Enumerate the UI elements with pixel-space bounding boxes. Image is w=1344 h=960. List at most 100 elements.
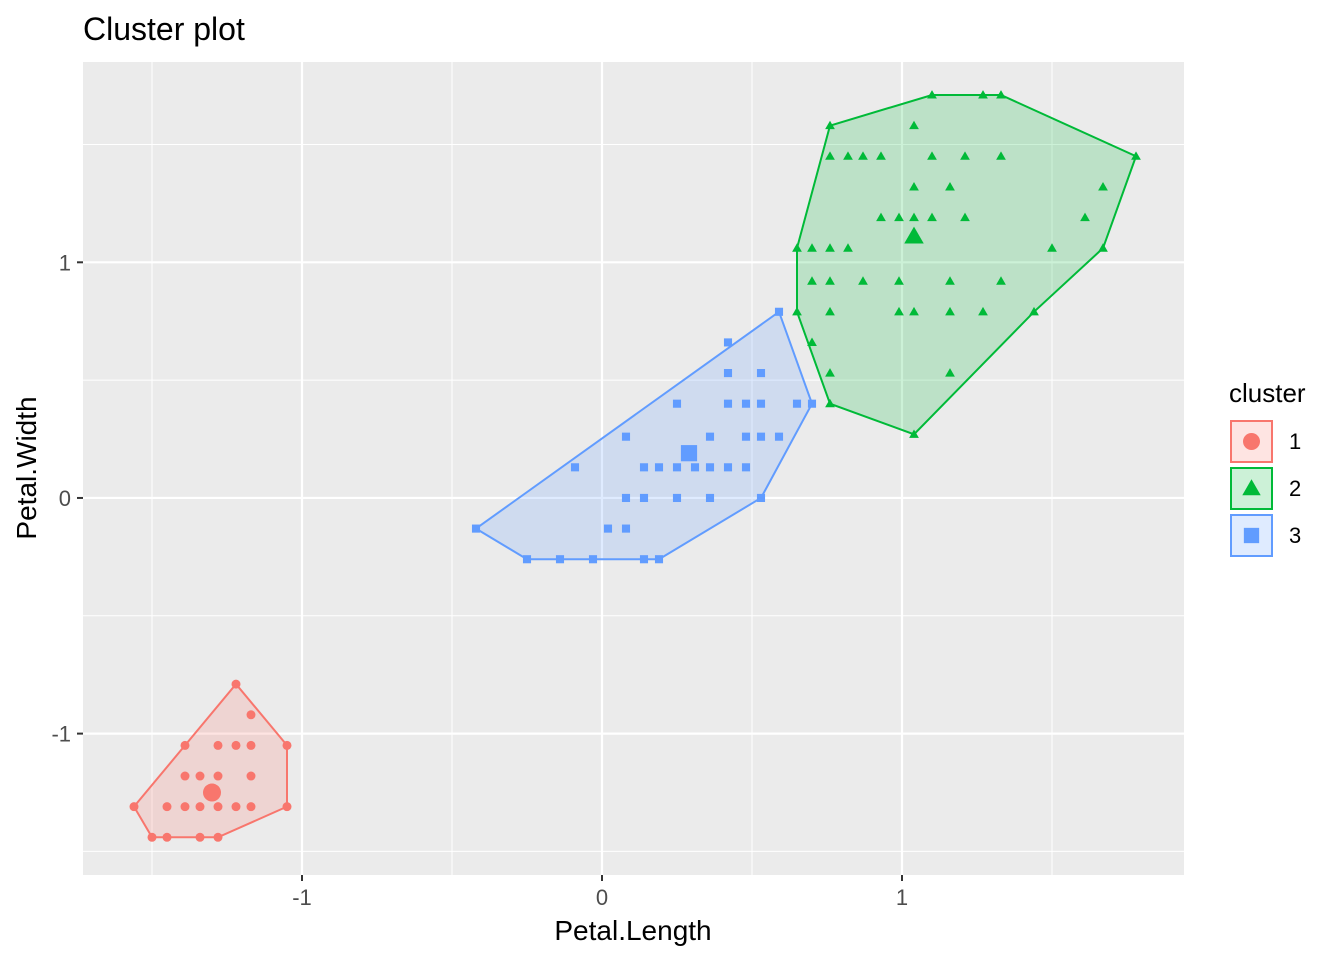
cluster-3-point bbox=[522, 555, 532, 564]
cluster-2-point bbox=[960, 212, 970, 222]
cluster-2-point bbox=[876, 151, 886, 160]
cluster-2-point bbox=[945, 182, 955, 191]
chart-title: Cluster plot bbox=[83, 11, 245, 47]
x-axis-title: Petal.Length bbox=[554, 915, 711, 946]
cluster-3-point bbox=[723, 399, 733, 408]
cluster-3-point bbox=[807, 399, 817, 408]
cluster-1-point bbox=[246, 771, 256, 781]
cluster-1-point bbox=[213, 832, 223, 842]
cluster-3-point bbox=[603, 524, 613, 533]
x-axis-ticks: -1 0 1 bbox=[292, 875, 908, 910]
plot-panel bbox=[83, 62, 1184, 875]
cluster-2-point bbox=[927, 90, 937, 99]
cluster-2-point bbox=[978, 306, 988, 316]
cluster-1-point bbox=[195, 802, 205, 812]
y-tick-label: 1 bbox=[59, 250, 71, 275]
cluster-1-point bbox=[246, 802, 256, 812]
cluster-1-point bbox=[195, 771, 205, 781]
legend-label-2: 2 bbox=[1289, 476, 1301, 501]
cluster-3-point bbox=[756, 369, 766, 378]
cluster-1-point bbox=[282, 740, 292, 750]
x-tick-label: 0 bbox=[596, 885, 608, 910]
cluster-centers bbox=[203, 226, 924, 802]
cluster-1-point bbox=[129, 802, 139, 812]
cluster-3-point bbox=[690, 463, 700, 472]
cluster-3-point bbox=[741, 432, 751, 441]
legend-title: cluster bbox=[1229, 378, 1306, 408]
cluster-2-center bbox=[904, 226, 924, 244]
cluster-2-point bbox=[825, 151, 835, 160]
cluster-2-point bbox=[1131, 151, 1141, 160]
cluster-points bbox=[129, 90, 1141, 842]
cluster-3-point bbox=[654, 555, 664, 564]
cluster-2-point bbox=[858, 151, 868, 160]
cluster-2-point bbox=[876, 212, 886, 222]
cluster-1-point bbox=[180, 802, 190, 812]
cluster-3-point bbox=[570, 463, 580, 472]
cluster-2-point bbox=[807, 243, 817, 252]
cluster-1-point bbox=[195, 832, 205, 842]
cluster-2-point bbox=[996, 90, 1006, 99]
y-tick-label: -1 bbox=[51, 722, 71, 747]
cluster-2-point bbox=[945, 368, 955, 377]
cluster-1-point bbox=[180, 740, 190, 750]
major-gridlines bbox=[83, 62, 1184, 875]
cluster-2-point bbox=[945, 276, 955, 285]
y-axis-ticks: -1 0 1 bbox=[51, 250, 83, 747]
cluster-2-point bbox=[996, 151, 1006, 160]
cluster-2-point bbox=[1098, 182, 1108, 191]
cluster-2-point bbox=[825, 243, 835, 252]
cluster-1-point bbox=[231, 802, 241, 812]
cluster-3-point bbox=[555, 555, 565, 564]
cluster-2-point bbox=[996, 276, 1006, 285]
cluster-2-point bbox=[858, 276, 868, 285]
cluster-3-point bbox=[705, 493, 715, 503]
cluster-3-point bbox=[654, 463, 664, 472]
cluster-1-point bbox=[246, 740, 256, 750]
cluster-1-point bbox=[180, 771, 190, 781]
minor-gridlines bbox=[83, 62, 1184, 875]
cluster-2-point bbox=[909, 306, 919, 316]
cluster-3-center bbox=[680, 445, 698, 462]
legend-label-3: 3 bbox=[1289, 523, 1301, 548]
cluster-2-point bbox=[843, 151, 853, 160]
cluster-3-point bbox=[792, 399, 802, 408]
legend-marker-2 bbox=[1242, 479, 1261, 496]
cluster-2-point bbox=[825, 398, 835, 408]
cluster-1-point bbox=[213, 802, 223, 812]
cluster-3-point bbox=[756, 493, 766, 503]
cluster-3-point bbox=[774, 307, 784, 316]
y-tick-label: 0 bbox=[59, 486, 71, 511]
cluster-1-point bbox=[147, 832, 157, 842]
cluster-3-point bbox=[756, 399, 766, 408]
cluster-3-point bbox=[774, 432, 784, 441]
cluster-2-point bbox=[807, 276, 817, 285]
cluster-2-point bbox=[825, 306, 835, 316]
legend-marker-3 bbox=[1243, 527, 1260, 544]
cluster-3-point bbox=[672, 493, 682, 503]
cluster-1-point bbox=[162, 802, 172, 812]
cluster-3-point bbox=[621, 524, 631, 533]
cluster-2-point bbox=[825, 368, 835, 377]
cluster-2-point bbox=[894, 306, 904, 316]
cluster-3-point bbox=[639, 463, 649, 472]
cluster-2-point bbox=[894, 276, 904, 285]
cluster-2-point bbox=[909, 120, 919, 130]
cluster-1-point bbox=[213, 771, 223, 781]
legend-marker-1 bbox=[1243, 433, 1260, 450]
cluster-2-point bbox=[960, 151, 970, 160]
cluster-2-point bbox=[945, 306, 955, 316]
cluster-2-point bbox=[792, 306, 802, 316]
cluster-3-point bbox=[621, 432, 631, 441]
cluster-3-point bbox=[705, 432, 715, 441]
cluster-1-point bbox=[162, 832, 172, 842]
cluster-2-point bbox=[825, 120, 835, 130]
cluster-3-point bbox=[639, 555, 649, 564]
x-tick-label: 1 bbox=[896, 885, 908, 910]
cluster-2-point bbox=[1080, 212, 1090, 222]
cluster-2-point bbox=[1029, 306, 1039, 316]
cluster-3-point bbox=[621, 493, 631, 503]
cluster-3-point bbox=[723, 369, 733, 378]
cluster-2-point bbox=[894, 212, 904, 222]
